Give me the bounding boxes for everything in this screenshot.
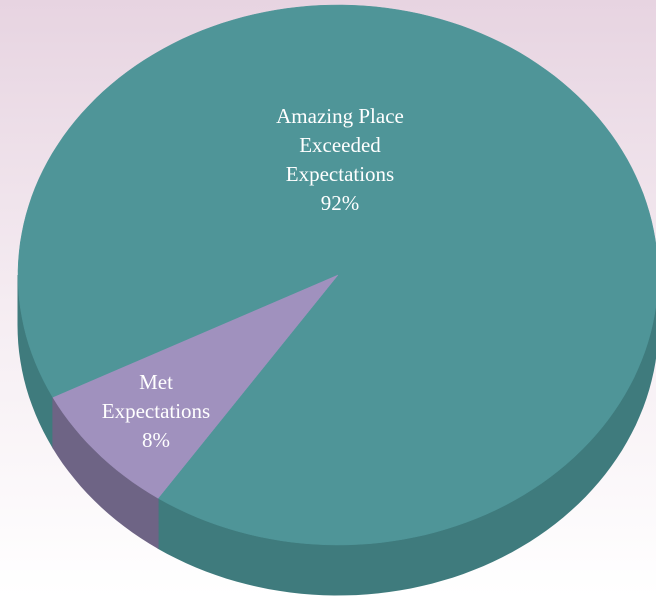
category-label: Met Expectations <box>101 370 211 423</box>
value-label: 8% <box>142 428 170 452</box>
slice-label: Met Expectations 8% <box>86 368 226 455</box>
category-label: Amazing Place Exceeded Expectations <box>276 104 404 186</box>
value-label: 92% <box>320 191 360 215</box>
pie-slice <box>17 4 656 546</box>
slice-label: Amazing Place Exceeded Expectations 92% <box>258 102 423 218</box>
pie-slice <box>52 274 339 499</box>
